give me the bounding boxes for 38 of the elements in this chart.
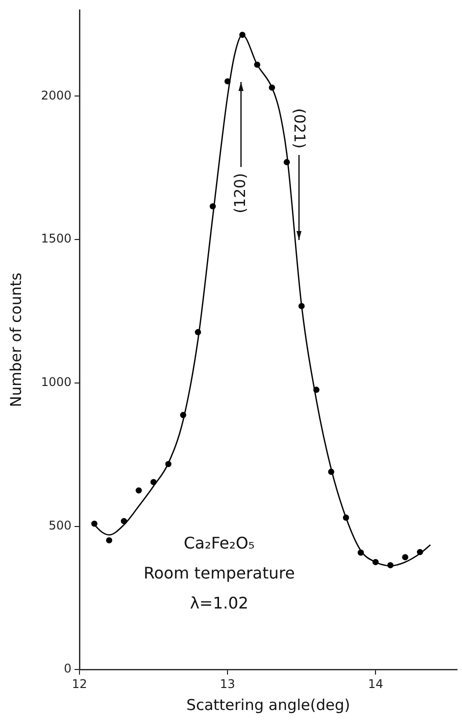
point xyxy=(194,329,202,336)
annotation: λ=1.02 xyxy=(190,593,248,612)
y-tick-label: 1000 xyxy=(40,375,72,390)
point xyxy=(372,558,379,566)
point xyxy=(313,386,320,393)
point xyxy=(180,412,186,418)
point xyxy=(239,32,246,38)
annotation: Ca₂Fe₂O₅ xyxy=(184,533,255,552)
point xyxy=(106,537,112,544)
y-tick-label: 500 xyxy=(48,518,72,532)
point xyxy=(358,550,364,556)
point xyxy=(328,468,334,475)
point xyxy=(402,554,408,560)
y-tick-label: 1500 xyxy=(40,232,72,246)
point xyxy=(165,460,172,468)
annotation: (120) xyxy=(230,173,249,214)
point xyxy=(416,548,424,556)
y-tick-label: 2000 xyxy=(40,88,72,102)
point xyxy=(150,479,157,486)
point xyxy=(254,62,260,68)
point xyxy=(298,302,305,310)
x-tick-label: 12 xyxy=(72,676,88,691)
annotation: Room temperature xyxy=(144,563,295,582)
x-tick-label: 14 xyxy=(368,676,384,691)
point xyxy=(284,159,290,166)
point xyxy=(342,514,350,521)
point xyxy=(210,203,216,210)
point xyxy=(91,520,98,527)
point xyxy=(224,78,231,84)
annotation: (021) xyxy=(290,108,309,149)
y-tick-label: 0 xyxy=(64,662,72,676)
point xyxy=(268,84,276,91)
x-axis-title: Scattering angle(deg) xyxy=(186,696,350,714)
point xyxy=(387,562,394,568)
x-tick-label: 13 xyxy=(220,676,236,691)
point xyxy=(120,518,128,524)
point xyxy=(136,487,142,494)
y-axis-title: Number of counts xyxy=(6,272,25,408)
